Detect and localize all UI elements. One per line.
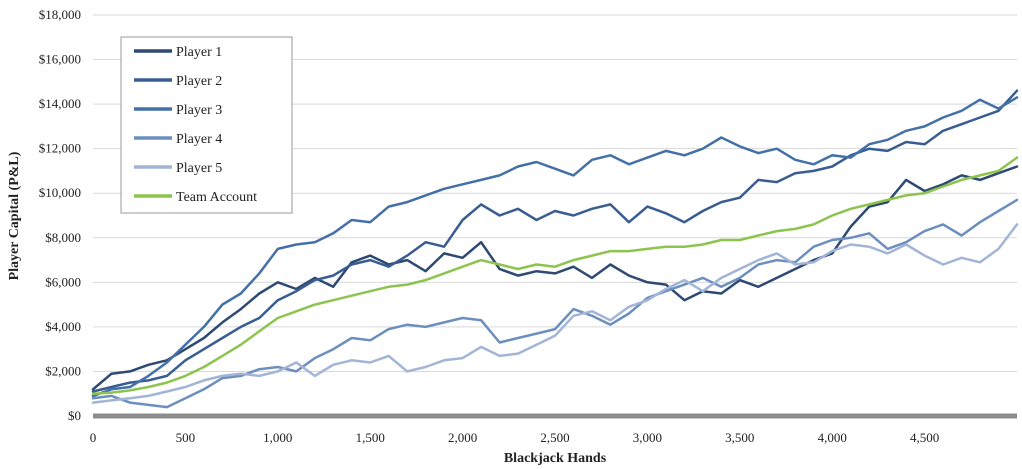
series-line-2 [91,89,1019,393]
series-lines [91,89,1019,409]
y-tick-label: $0 [68,408,81,423]
y-tick-label: $16,000 [39,52,81,67]
y-tick-label: $4,000 [45,319,81,334]
series-line-1 [91,165,1019,391]
legend: Player 1 Player 2 Player 3 Player 4 Player 5… [120,36,293,214]
x-tick-label: 4,500 [910,430,939,445]
y-tick-label: $12,000 [39,141,81,156]
series-line-5 [91,223,1019,404]
legend-entry: Player 2 [176,74,222,89]
y-tick-label: $6,000 [45,274,81,289]
x-tick-label: 2,500 [540,430,569,445]
x-axis-title: Blackjack Hands [504,451,607,466]
legend-entry: Player 5 [176,161,222,176]
legend-entry: Team Account [176,190,257,205]
legend-entry: Player 4 [176,132,222,147]
y-tick-label: $8,000 [45,230,81,245]
x-tick-label: 1,500 [356,430,385,445]
x-tick-label: 4,000 [818,430,847,445]
y-axis: $0 $2,000 $4,000 $6,000 $8,000 $10,000 $12,000… [39,7,81,423]
legend-entry: Player 1 [176,45,222,60]
x-tick-label: 3,500 [725,430,754,445]
x-tick-label: 0 [90,430,97,445]
y-tick-label: $10,000 [39,185,81,200]
x-tick-label: 500 [176,430,196,445]
x-tick-label: 3,000 [633,430,662,445]
series-line-6 [91,156,1019,395]
y-tick-label: $18,000 [39,7,81,22]
legend-box [120,36,293,214]
y-tick-label: $14,000 [39,96,81,111]
series-line-3 [91,96,1019,398]
x-tick-label: 2,000 [448,430,477,445]
x-tick-label: 1,000 [263,430,292,445]
y-tick-label: $2,000 [45,363,81,378]
legend-entry: Player 3 [176,103,222,118]
x-axis: 0 500 1,000 1,500 2,000 2,500 3,000 3,500 4,000 4… [90,413,1017,445]
y-axis-title: Player Capital (P&L) [7,151,22,280]
